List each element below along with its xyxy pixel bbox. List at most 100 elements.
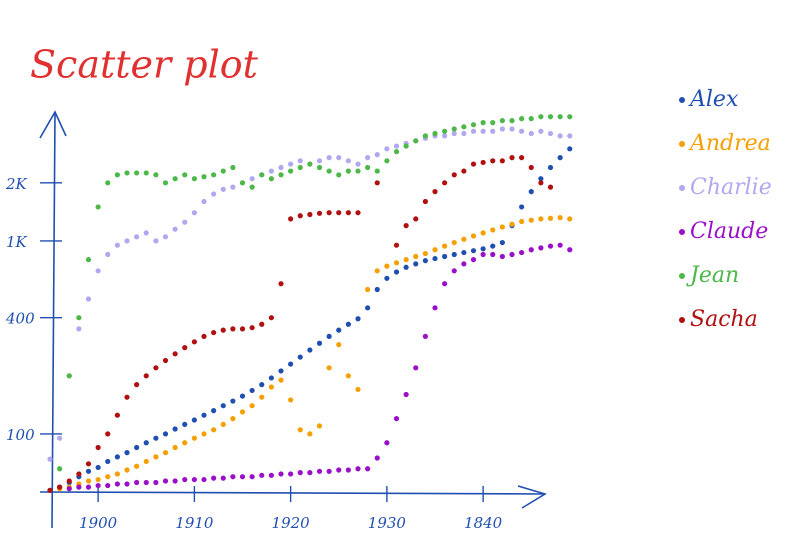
point bbox=[95, 204, 101, 210]
point bbox=[268, 176, 274, 182]
point bbox=[278, 377, 284, 383]
point bbox=[201, 412, 207, 418]
point bbox=[326, 468, 332, 474]
point bbox=[336, 327, 342, 333]
legend-marker bbox=[679, 141, 685, 147]
point bbox=[124, 467, 130, 473]
point bbox=[201, 476, 207, 483]
point bbox=[336, 467, 342, 473]
point bbox=[105, 431, 111, 437]
point bbox=[355, 316, 361, 322]
point bbox=[451, 239, 457, 246]
point bbox=[239, 474, 246, 480]
point bbox=[499, 158, 505, 164]
point bbox=[105, 251, 111, 258]
point bbox=[528, 189, 534, 195]
point bbox=[432, 247, 438, 253]
point bbox=[76, 315, 82, 321]
point bbox=[278, 164, 284, 171]
point bbox=[393, 269, 400, 275]
point bbox=[499, 224, 505, 230]
point bbox=[268, 315, 274, 321]
point bbox=[519, 128, 525, 134]
point bbox=[278, 471, 284, 477]
point bbox=[326, 155, 332, 161]
point bbox=[182, 172, 188, 178]
point bbox=[442, 281, 448, 287]
point bbox=[182, 440, 188, 446]
point bbox=[461, 168, 467, 174]
point bbox=[57, 466, 63, 472]
point bbox=[355, 168, 361, 174]
point bbox=[451, 251, 457, 258]
point bbox=[307, 431, 313, 437]
legend-label: Charlie bbox=[690, 175, 772, 200]
point bbox=[153, 365, 159, 371]
point bbox=[355, 210, 361, 216]
point bbox=[403, 391, 409, 398]
point bbox=[547, 130, 554, 137]
point bbox=[384, 158, 390, 164]
point bbox=[480, 251, 486, 258]
point bbox=[76, 326, 82, 332]
point bbox=[288, 397, 294, 403]
point bbox=[124, 481, 130, 487]
point bbox=[336, 172, 342, 178]
point bbox=[172, 478, 178, 484]
point bbox=[547, 243, 554, 249]
point bbox=[307, 347, 313, 353]
point bbox=[432, 255, 438, 262]
point bbox=[509, 155, 515, 161]
point bbox=[95, 482, 101, 489]
y-tick-label: 400 bbox=[5, 310, 35, 328]
point bbox=[297, 427, 303, 433]
point bbox=[442, 128, 448, 134]
point bbox=[432, 130, 438, 137]
point bbox=[182, 344, 188, 351]
point bbox=[114, 242, 120, 248]
point bbox=[365, 155, 371, 161]
point bbox=[297, 470, 303, 476]
legend-marker bbox=[679, 97, 685, 103]
point bbox=[259, 382, 265, 388]
point bbox=[490, 227, 496, 233]
point bbox=[470, 122, 477, 128]
point bbox=[422, 198, 428, 205]
point bbox=[211, 475, 217, 481]
point bbox=[509, 251, 515, 258]
point bbox=[288, 216, 294, 222]
legend-marker bbox=[679, 185, 685, 191]
point bbox=[182, 421, 188, 428]
x-tick-label: 1920 bbox=[272, 514, 311, 532]
point bbox=[124, 394, 130, 400]
point bbox=[249, 184, 255, 190]
point bbox=[326, 333, 332, 340]
legend-label: Alex bbox=[688, 87, 739, 112]
point bbox=[567, 146, 573, 152]
point bbox=[201, 174, 207, 180]
point bbox=[538, 176, 544, 182]
point bbox=[134, 479, 140, 486]
point bbox=[393, 149, 400, 155]
point bbox=[413, 216, 419, 222]
point bbox=[403, 257, 409, 263]
point bbox=[557, 133, 563, 139]
point bbox=[538, 216, 544, 222]
point bbox=[461, 236, 467, 242]
point bbox=[134, 170, 140, 176]
x-axis bbox=[39, 491, 546, 495]
point bbox=[66, 486, 72, 492]
point bbox=[114, 172, 120, 178]
point bbox=[153, 238, 159, 244]
point bbox=[143, 170, 149, 176]
point bbox=[336, 210, 342, 216]
point bbox=[422, 250, 428, 257]
point bbox=[268, 375, 274, 381]
point bbox=[105, 180, 111, 186]
point bbox=[191, 339, 197, 345]
point bbox=[480, 246, 486, 252]
point bbox=[519, 204, 525, 210]
point bbox=[519, 155, 525, 161]
point bbox=[355, 466, 361, 472]
point bbox=[153, 454, 159, 460]
